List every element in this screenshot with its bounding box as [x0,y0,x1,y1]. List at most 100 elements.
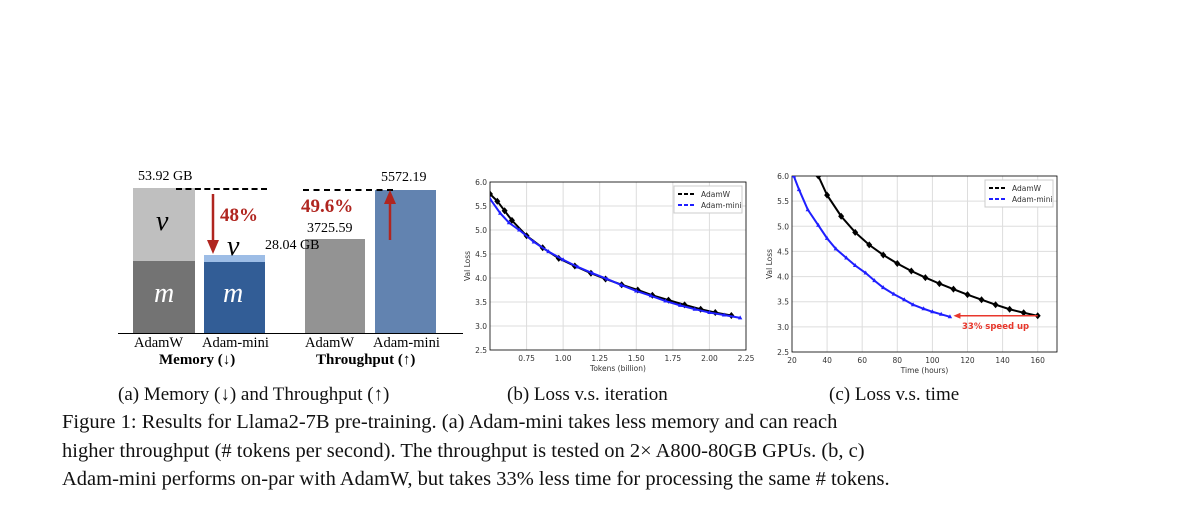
data-point [663,298,668,303]
y-tick-label: 6.0 [777,172,789,181]
data-point [506,220,512,225]
data-point [910,302,916,307]
data-point [494,197,501,205]
data-point [863,270,868,275]
y-tick-label: 4.5 [475,250,487,259]
adamw-memory-label: 53.92 GB [138,169,193,184]
chart-loss-vs-time: 20 40 60 80 100 120 140 160 2.5 3.0 3.5 4.0 4.5 5.0 5.… [765,172,1058,375]
x-tick-label: 20 [787,356,797,365]
x-tick-label: 2.25 [738,354,755,363]
x-tick-label: 1.50 [628,354,645,363]
data-point [891,291,896,296]
adammini-throughput-value: 5572.19 [381,170,427,185]
data-point [575,264,580,269]
adammini-memory-v-bar [204,255,265,262]
y-tick-label: 3.0 [777,323,789,332]
tick-adamw-throughput: AdamW [305,335,355,351]
data-point [498,210,503,215]
data-point [908,267,915,275]
down-arrow-icon [207,194,219,254]
y-tick-label: 4.0 [777,273,789,282]
data-point [531,239,537,244]
data-point [1006,305,1013,313]
data-point [844,255,849,260]
y-tick-label: 2.5 [777,348,789,357]
data-point [648,293,654,298]
v-symbol: v [156,206,169,237]
data-point [922,274,929,282]
tick-adammini-throughput: Adam-mini [373,335,440,351]
plot-frame [791,175,1058,353]
y-axis-label: Val Loss [463,251,472,281]
data-point [665,296,672,304]
data-point [938,311,944,316]
legend-label: Adam-mini [701,201,742,210]
tick-adamw-memory: AdamW [134,335,184,351]
baseline [118,333,463,334]
data-point [517,227,522,232]
x-tick-label: 80 [893,356,903,365]
y-tick-label: 4.0 [475,274,487,283]
x-tick-label: 100 [925,356,940,365]
x-tick-label: 2.00 [701,354,718,363]
y-tick-label: 5.5 [475,202,487,211]
subcaption-a: (a) Memory (↓) and Throughput (↑) [118,384,390,405]
figure-caption: Figure 1: Results for Llama2-7B pre-trai… [62,408,1130,494]
tick-adammini-memory: Adam-mini [202,335,269,351]
x-tick-label: 1.25 [591,354,608,363]
y-tick-label: 3.5 [475,298,487,307]
memory-group-label: Memory (↓) [159,352,236,368]
data-point [852,228,859,236]
data-point [824,235,830,240]
data-point [978,296,985,304]
data-point [619,282,624,287]
series-Adam-mini [490,196,743,320]
data-point [936,280,943,288]
data-point [737,315,743,320]
data-point [894,259,901,267]
x-axis-label: Tokens (billion) [589,364,646,373]
arrowhead-icon [953,312,961,319]
series-Adam-mini [792,176,953,319]
data-point [964,291,971,299]
y-tick-label: 5.0 [777,222,789,231]
x-tick-label: 60 [857,356,867,365]
data-point [950,285,957,293]
data-point [838,212,845,220]
data-point [508,216,515,224]
data-point [824,191,831,199]
x-axis-label: Time (hours) [900,366,949,375]
legend-box [673,185,743,214]
adamw-memory-v-bar [133,188,195,261]
series-line [490,198,741,319]
data-point [692,306,697,311]
data-point [816,222,821,227]
data-point [880,251,887,259]
adamw-memory-m-bar [133,261,195,333]
memory-dashed-line [176,188,267,190]
x-tick-label: 140 [995,356,1010,365]
data-point [815,176,822,180]
m-symbol-mini: m [223,278,244,309]
caption-line: higher throughput (# tokens per second).… [62,439,865,462]
m-symbol: m [154,278,175,309]
data-point [921,306,926,311]
adammini-memory-m-bar [204,262,265,333]
data-point [805,207,810,212]
data-point [546,249,551,254]
data-point [560,257,566,262]
data-point [792,176,796,178]
data-point [852,263,858,268]
data-point [796,187,802,192]
legend: AdamW Adam-mini [984,179,1054,208]
throughput-dashed-line [303,189,393,191]
y-tick-label: 2.5 [475,346,487,355]
data-point [604,276,610,281]
data-point [866,241,873,249]
v-symbol-mini: v [227,231,240,262]
arrows [207,190,396,254]
data-point [1020,309,1027,317]
caption-line: Figure 1: Results for Llama2-7B pre-trai… [62,411,838,433]
legend-box [984,179,1054,208]
x-tick-label: 40 [822,356,832,365]
